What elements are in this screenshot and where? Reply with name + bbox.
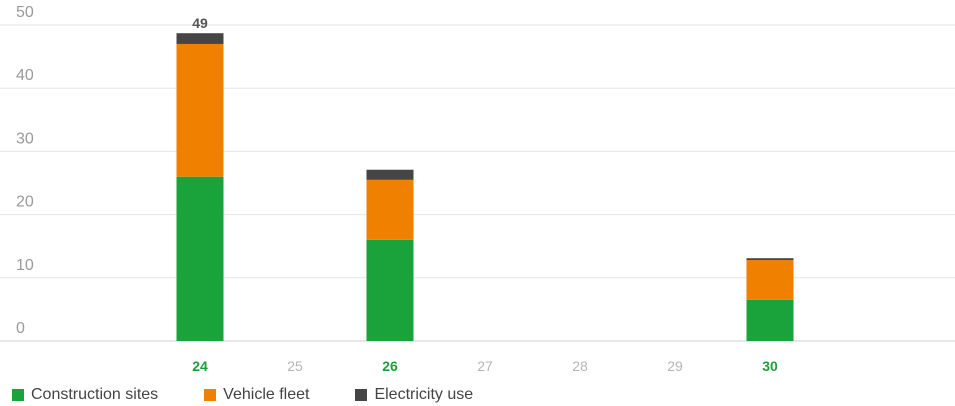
x-tick-label-30: 30	[762, 358, 778, 374]
bar-vehicle-fleet-26	[366, 179, 414, 240]
y-tick-label-10: 10	[16, 257, 34, 274]
bar-electricity-use-30	[746, 258, 794, 261]
y-tick-label-20: 20	[16, 194, 34, 211]
bar-vehicle-fleet-24	[176, 43, 224, 177]
y-tick-label-40: 40	[16, 67, 34, 84]
legend-item-vehicle-fleet: Vehicle fleet	[204, 386, 309, 404]
bar-electricity-use-26	[366, 169, 414, 180]
legend-swatch-vehicle-fleet	[204, 389, 217, 401]
bar-vehicle-fleet-30	[746, 260, 794, 300]
legend-label-construction-sites: Construction sites	[31, 386, 159, 403]
legend-label-electricity-use: Electricity use	[374, 386, 474, 403]
x-tick-label-26: 26	[382, 358, 398, 374]
bar-construction-sites-30	[746, 299, 794, 341]
x-tick-label-29: 29	[667, 358, 683, 374]
x-tick-label-28: 28	[572, 358, 588, 374]
y-tick-label-30: 30	[16, 130, 34, 147]
bar-electricity-use-24	[176, 33, 224, 44]
y-tick-label-50: 50	[16, 4, 34, 21]
legend-item-construction-sites: Construction sites	[12, 386, 158, 404]
y-tick-label-0: 0	[16, 320, 25, 337]
x-tick-label-24: 24	[192, 358, 208, 374]
bar-construction-sites-26	[366, 239, 414, 341]
x-tick-label-27: 27	[477, 358, 493, 374]
legend-item-electricity-use: Electricity use	[355, 386, 473, 404]
bar-construction-sites-24	[176, 176, 224, 341]
legend-swatch-electricity-use	[355, 389, 368, 401]
legend: Construction sites Vehicle fleet Electri…	[12, 386, 519, 404]
legend-label-vehicle-fleet: Vehicle fleet	[223, 386, 310, 403]
stacked-bar-chart: 0 10 20 30 40 50 24 25 26 27 28 29 30 49	[0, 4, 955, 374]
x-tick-label-25: 25	[287, 358, 303, 374]
data-label-24: 49	[192, 15, 208, 31]
legend-swatch-construction-sites	[12, 389, 24, 401]
